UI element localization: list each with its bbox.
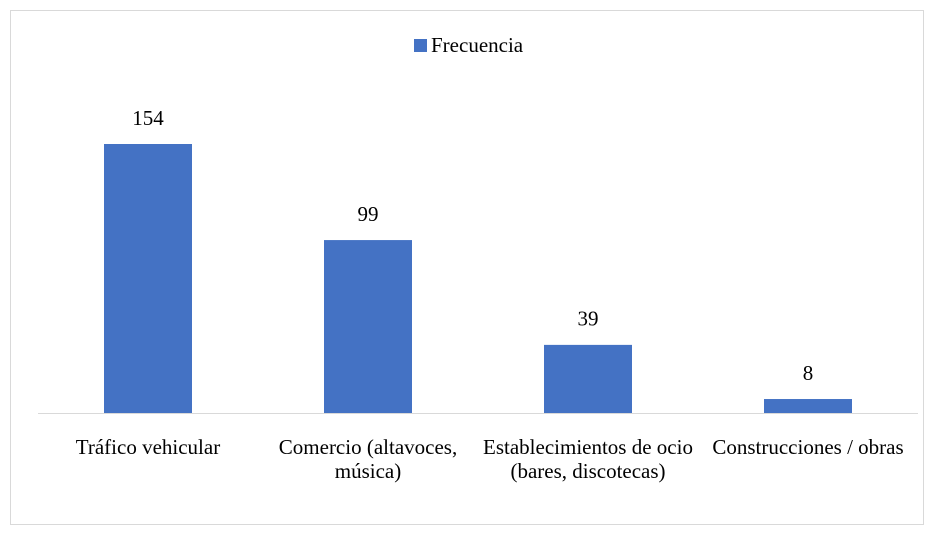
data-label: 8	[803, 361, 814, 385]
legend-label: Frecuencia	[431, 33, 524, 57]
x-tick-label: Comercio (altavoces, música)	[278, 435, 458, 483]
legend-swatch	[414, 39, 427, 52]
data-label: 99	[358, 202, 379, 226]
bar	[104, 144, 192, 413]
x-tick-label: Construcciones / obras	[712, 435, 904, 459]
chart-border	[10, 10, 924, 525]
data-label: 39	[578, 307, 599, 331]
bar	[764, 399, 852, 413]
x-tick-label: Establecimientos de ocio (bares, discote…	[483, 435, 693, 483]
x-tick-label: Tráfico vehicular	[75, 435, 221, 459]
bar	[544, 344, 632, 413]
data-label: 154	[132, 106, 164, 130]
bar	[324, 240, 412, 413]
